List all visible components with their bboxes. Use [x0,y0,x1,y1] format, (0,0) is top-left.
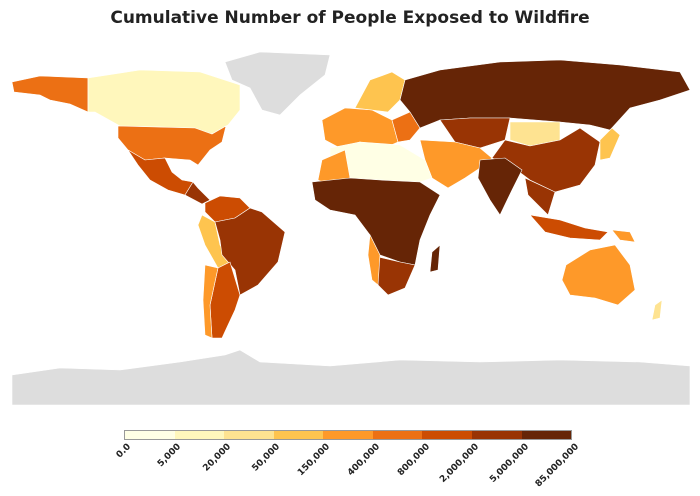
region-australia [561,244,636,306]
map-title: Cumulative Number of People Exposed to W… [110,8,590,28]
color-legend [124,430,572,440]
legend-swatch-6 [422,431,472,439]
region-japan [599,127,621,161]
legend-swatch-1 [174,431,225,439]
region-central-america [184,181,211,205]
region-antarctica [11,349,691,406]
region-chile [202,264,219,339]
legend-swatch-5 [372,431,423,439]
region-madagascar [429,244,441,273]
region-new-zealand [651,299,663,321]
region-indonesia [529,214,609,241]
region-canada [87,69,241,136]
region-brazil [214,207,286,296]
legend-swatch-4 [323,431,373,439]
region-angola-namibia [367,233,381,286]
legend-swatch-7 [471,431,522,439]
region-greenland [224,51,331,116]
region-alaska [11,75,89,113]
legend-swatch-8 [521,431,572,439]
region-southeast-asia [524,177,556,216]
region-scandinavia [354,71,406,113]
region-europe-east [391,111,421,143]
region-india [477,157,523,216]
legend-swatch-0 [125,431,175,439]
legend-swatch-2 [224,431,274,439]
region-papua [611,229,636,243]
legend-swatch-3 [273,431,324,439]
